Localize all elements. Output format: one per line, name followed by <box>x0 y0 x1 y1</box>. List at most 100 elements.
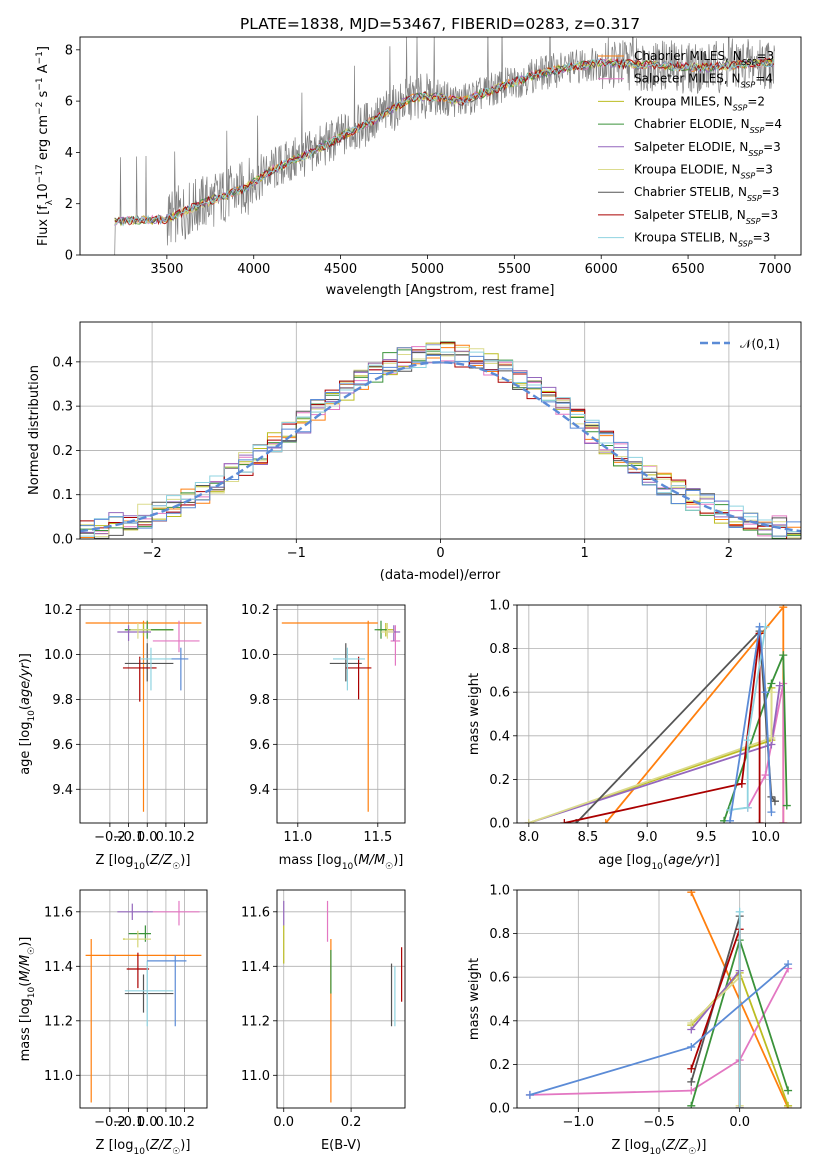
weight-point-marker <box>601 819 610 823</box>
legend-entry: Kroupa STELIB, NSSP=3 <box>634 231 770 249</box>
legend-entry: Salpeter MILES, NSSP=4 <box>634 72 773 90</box>
x-tick-label: 0.1 <box>156 830 177 845</box>
y-tick-label: 0.0 <box>52 533 73 548</box>
x-tick-label: 8.0 <box>518 830 539 845</box>
y-tick-label: 0.3 <box>52 400 73 415</box>
weight-point-marker <box>687 890 696 897</box>
x-axis-label: age [log10(age/yr)] <box>598 853 720 872</box>
weight-series-line <box>690 968 741 1108</box>
y-tick-label: 0.8 <box>489 642 510 657</box>
x-tick-label: 6000 <box>585 262 618 277</box>
y-tick-label: 8 <box>65 43 73 58</box>
x-axis-label: wavelength [Angstrom, rest frame] <box>326 283 555 298</box>
x-tick-label: −1 <box>287 546 306 561</box>
x-tick-label: 9.5 <box>696 830 717 845</box>
x-tick-label: 0.0 <box>137 830 158 845</box>
weight-point-marker <box>560 819 569 823</box>
weight-point-marker <box>761 688 770 697</box>
x-tick-label: 4500 <box>324 262 357 277</box>
axes-frame <box>79 321 802 540</box>
weight-point-marker <box>784 1086 793 1095</box>
x-axis-label: (data-model)/error <box>380 568 501 583</box>
y-tick-label: 9.4 <box>249 783 270 798</box>
weight-point-marker <box>767 808 776 817</box>
legend-entry: Chabrier MILES, NSSP=3 <box>634 49 774 67</box>
x-tick-label: 7000 <box>758 262 791 277</box>
legend-entry: Chabrier STELIB, NSSP=3 <box>634 185 779 203</box>
y-tick-label: 11.4 <box>241 960 270 975</box>
y-tick-label: 10.0 <box>44 648 73 663</box>
plot-area <box>80 322 801 539</box>
age-vs-mass-axes: 11.0 11.5 9.4 9.6 9.8 10.0 10.2 mass [log10(M/M… <box>241 603 406 872</box>
y-tick-label: 0.6 <box>489 971 510 986</box>
x-tick-label: 11.0 <box>283 830 312 845</box>
y-tick-label: 0.4 <box>489 729 510 744</box>
x-axis-label: E(B-V) <box>321 1138 361 1153</box>
mass-vs-Z-axes: −0.2−0.10.00.10.2 11.0 11.2 11.4 11.6 Z [log1… <box>18 889 208 1157</box>
plot-area <box>277 890 405 1108</box>
y-tick-label: 11.4 <box>44 960 73 975</box>
x-tick-label: 2 <box>725 546 733 561</box>
y-tick-label: 9.6 <box>249 738 270 753</box>
y-tick-label: 11.0 <box>44 1069 73 1084</box>
weight-point-marker <box>737 779 746 788</box>
y-tick-label: 9.6 <box>52 738 73 753</box>
y-axis-label: Flux [fλ10−17 erg cm−2 s−1 A−1] <box>35 46 55 246</box>
x-axis-label: Z [log10(Z/Z☉)] <box>612 1138 707 1157</box>
weight-vs-age-axes: 8.0 8.5 9.0 9.5 10.0 0.0 0.2 0.4 0.6 0.8 1.0 age [l… <box>467 599 802 872</box>
x-tick-label: −0.1 <box>113 830 145 845</box>
y-tick-label: 11.6 <box>241 905 270 920</box>
x-axis-label: Z [log10(Z/Z☉)] <box>96 1138 191 1157</box>
y-tick-label: 11.2 <box>241 1014 270 1029</box>
y-tick-label: 4 <box>65 146 73 161</box>
legend-entry: Kroupa ELODIE, NSSP=3 <box>634 163 773 181</box>
plot-area <box>517 605 801 823</box>
axes-frame <box>276 889 406 1109</box>
x-tick-label: 1 <box>581 546 589 561</box>
x-tick-label: −0.1 <box>113 1115 145 1130</box>
y-tick-label: 1.0 <box>489 884 510 899</box>
y-axis-label: mass [log10(M/M☉)] <box>18 937 37 1062</box>
x-tick-label: −2 <box>143 546 162 561</box>
x-tick-label: 11.5 <box>363 830 392 845</box>
plot-area <box>80 605 207 823</box>
observed-spectrum-line <box>114 37 775 255</box>
y-tick-label: 0.2 <box>489 1058 510 1073</box>
y-tick-label: 0.2 <box>489 773 510 788</box>
weight-point-marker <box>687 1018 696 1027</box>
normal-curve <box>80 361 801 533</box>
weight-point-marker <box>687 1064 696 1073</box>
x-axis-label: Z [log10(Z/Z☉)] <box>96 853 191 872</box>
y-tick-label: 0.8 <box>489 927 510 942</box>
y-tick-label: 11.0 <box>241 1069 270 1084</box>
weight-point-marker <box>743 736 752 745</box>
x-tick-label: 0.0 <box>273 1115 294 1130</box>
weight-point-marker <box>775 681 784 690</box>
y-axis-label: mass weight <box>467 673 482 755</box>
weight-point-marker <box>761 771 770 780</box>
y-tick-label: 1.0 <box>489 599 510 614</box>
y-tick-label: 9.8 <box>52 693 73 708</box>
x-tick-label: 4000 <box>237 262 270 277</box>
weight-series-line <box>575 629 776 823</box>
legend-entry: Salpeter STELIB, NSSP=3 <box>634 208 778 226</box>
weight-point-marker <box>743 803 752 812</box>
x-tick-label: 8.5 <box>578 830 599 845</box>
weight-point-marker <box>779 651 788 660</box>
x-tick-label: −0.2 <box>94 830 126 845</box>
weight-point-marker <box>687 1077 696 1086</box>
weight-point-marker <box>735 907 744 916</box>
y-tick-label: 0.2 <box>52 444 73 459</box>
y-tick-label: 0.4 <box>52 355 73 370</box>
axes-frame <box>516 604 802 824</box>
axes-frame <box>79 36 802 256</box>
x-tick-label: −0.2 <box>94 1115 126 1130</box>
legend-entry: 𝒩(0,1) <box>740 337 780 351</box>
x-tick-label: 0.2 <box>174 830 195 845</box>
weight-point-marker <box>779 819 788 823</box>
weight-point-marker <box>525 1090 534 1099</box>
weight-point-marker <box>767 733 776 742</box>
model-spectrum-line <box>114 58 774 227</box>
y-tick-label: 11.2 <box>44 1014 73 1029</box>
y-tick-label: 0.0 <box>489 817 510 832</box>
